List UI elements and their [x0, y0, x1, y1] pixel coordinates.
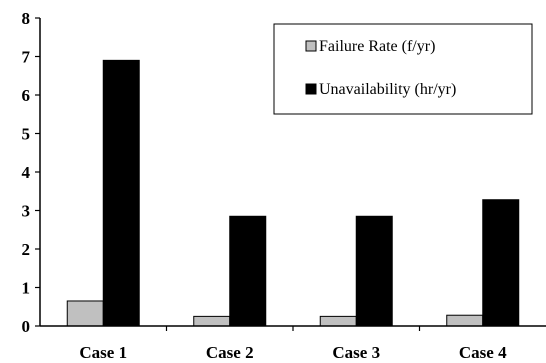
bars	[66, 59, 520, 327]
bar-unavailability-4	[482, 199, 520, 327]
y-tick-label: 1	[22, 279, 31, 298]
x-category-label: Case 2	[206, 343, 254, 362]
legend: Failure Rate (f/yr) Unavailability (hr/yr…	[273, 23, 533, 115]
x-category-label: Case 1	[79, 343, 127, 362]
bar-unavailability-2	[229, 215, 267, 327]
bar-unavailability-3	[355, 215, 393, 327]
y-axis-ticks: 0 1 2 3 4 5 6 7 8	[22, 9, 40, 336]
x-axis-labels: Case 1 Case 2 Case 3 Case 4	[79, 326, 507, 362]
bar-failure-rate-4	[446, 314, 484, 327]
legend-label: Unavailability (hr/yr)	[319, 81, 456, 98]
bar-failure-rate-1	[66, 300, 104, 327]
y-tick-label: 7	[22, 48, 31, 67]
bar-failure-rate-2	[193, 315, 231, 327]
y-tick-label: 0	[22, 317, 31, 336]
y-tick-label: 3	[22, 202, 31, 221]
x-category-label: Case 4	[459, 343, 507, 362]
y-tick-label: 6	[22, 86, 31, 105]
legend-label: Failure Rate (f/yr)	[319, 38, 435, 55]
legend-box	[273, 23, 533, 115]
legend-swatch	[305, 83, 317, 95]
bar-unavailability-1	[102, 59, 140, 327]
x-category-label: Case 3	[332, 343, 380, 362]
y-tick-label: 2	[22, 240, 31, 259]
y-tick-label: 8	[22, 9, 31, 28]
y-tick-label: 5	[22, 125, 31, 144]
legend-swatch	[305, 40, 317, 52]
y-tick-label: 4	[22, 163, 31, 182]
bar-failure-rate-3	[319, 315, 357, 327]
